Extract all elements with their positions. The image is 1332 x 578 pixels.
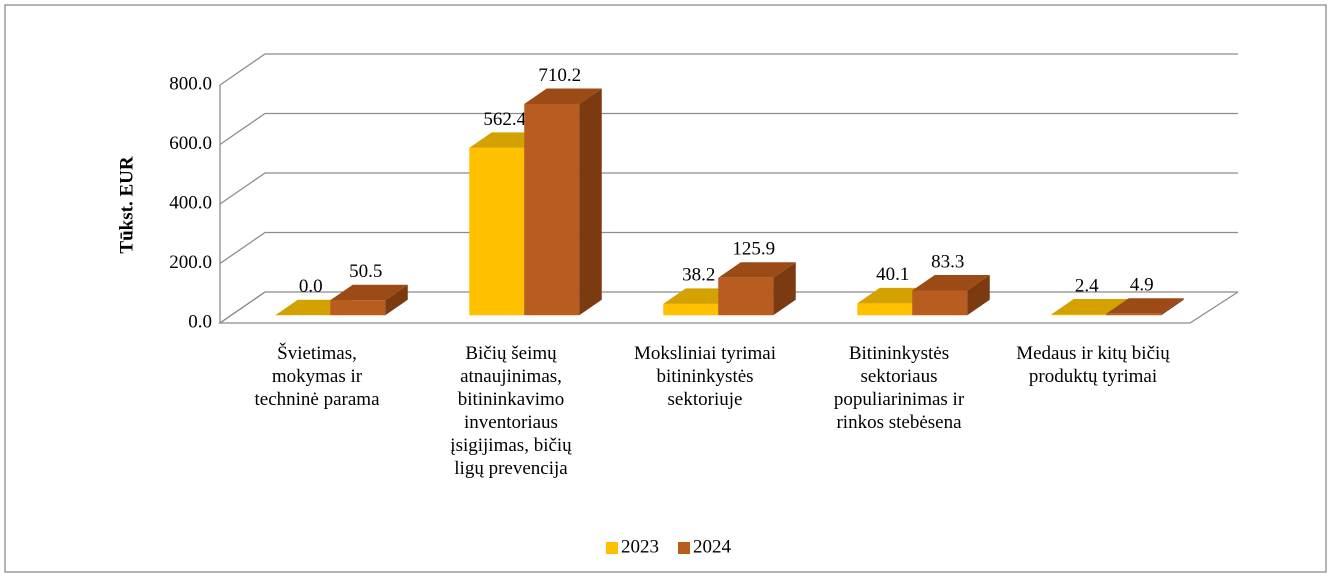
data-label: 125.9 (732, 239, 775, 260)
bar-front (718, 277, 774, 316)
bar (912, 274, 990, 316)
data-label: 40.1 (876, 264, 909, 285)
x-tick-label: Švietimas, mokymas ir techninė parama (254, 342, 380, 410)
bar-front (912, 290, 968, 316)
bar-front (469, 147, 525, 316)
bar-front (663, 303, 719, 316)
x-tick-label: Bičių šeimų atnaujinimas, bitininkavimo inv… (450, 343, 572, 479)
x-tick-label: Medaus ir kitų bičių produktų tyrimai (1016, 343, 1170, 387)
bar-top (912, 274, 990, 291)
legend-label: 2024 (693, 536, 732, 557)
y-tick-label: 200.0 (169, 252, 212, 273)
y-tick-label: 600.0 (169, 133, 212, 154)
data-label: 2.4 (1075, 275, 1099, 296)
data-label: 4.9 (1130, 275, 1154, 296)
bar-front (857, 303, 913, 316)
bar-side (385, 284, 408, 316)
y-tick-label: 400.0 (169, 192, 212, 213)
y-tick-label: 0.0 (188, 311, 212, 332)
data-label: 0.0 (299, 276, 323, 297)
bar-front (1051, 314, 1107, 316)
data-label: 562.4 (483, 109, 526, 130)
grid-line (219, 112, 1238, 146)
bar-side (773, 262, 796, 316)
legend-swatch (606, 542, 618, 554)
bar (718, 262, 796, 316)
x-tick-label: Bitininkystės sektoriaus populiarinimas ir… (834, 343, 965, 433)
y-axis-label: Tūkst. EUR (116, 156, 137, 253)
bar (524, 88, 602, 316)
bar-front (524, 103, 580, 316)
y-tick-label: 800.0 (169, 73, 212, 94)
bar-side (1161, 298, 1184, 316)
chart-frame (4, 4, 1327, 573)
bar (1106, 298, 1184, 316)
data-label: 38.2 (682, 265, 715, 286)
bar-front (330, 300, 386, 316)
bar-front (1106, 313, 1162, 316)
legend-swatch (678, 542, 690, 554)
data-label: 50.5 (349, 261, 382, 282)
data-label: 710.2 (538, 65, 581, 86)
bar-top (524, 88, 602, 104)
bar-side (579, 88, 602, 316)
bar (330, 284, 408, 316)
legend-label: 2023 (621, 536, 659, 557)
bar-top (330, 284, 408, 301)
bar-side (967, 274, 990, 316)
data-label: 83.3 (931, 251, 964, 272)
grid-line (219, 53, 1238, 86)
bar-top (1106, 298, 1184, 314)
grid-line (219, 231, 1238, 265)
x-tick-label: Moksliniai tyrimai bitininkystės sektoriuj… (634, 343, 776, 410)
grid-line (219, 172, 1238, 205)
bar-top (718, 262, 796, 278)
bar-top (1051, 299, 1129, 315)
